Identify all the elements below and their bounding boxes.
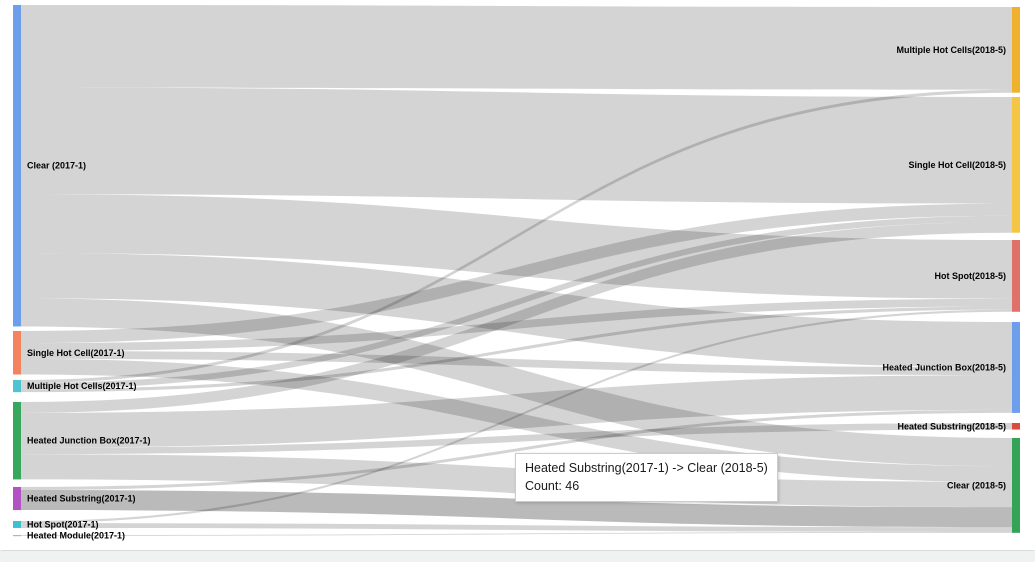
sankey-node-label-heated-substring-2018: Heated Substring(2018-5) — [897, 421, 1006, 431]
sankey-node-label-heated-junction-box-2018: Heated Junction Box(2018-5) — [882, 362, 1006, 372]
sankey-node-label-single-hot-cell-2018: Single Hot Cell(2018-5) — [908, 160, 1006, 170]
sankey-node-label-clear-2017: Clear (2017-1) — [27, 161, 86, 171]
sankey-node-label-hot-spot-2018: Hot Spot(2018-5) — [934, 271, 1006, 281]
sankey-node-label-hot-spot-2017: Hot Spot(2017-1) — [27, 519, 99, 529]
sankey-node-heated-junction-box-2017[interactable] — [13, 402, 21, 480]
sankey-node-clear-2017[interactable] — [13, 5, 21, 327]
sankey-node-label-heated-junction-box-2017: Heated Junction Box(2017-1) — [27, 436, 151, 446]
sankey-link-clear-2017--multiple-hot-cells-2018[interactable] — [21, 5, 1012, 90]
sankey-link-heated-junction-box-2017--single-hot-cell-2018[interactable] — [21, 221, 1012, 413]
sankey-labels-layer: Clear (2017-1) Single Hot Cell(2017-1) Mul… — [27, 45, 1006, 541]
sankey-link-single-hot-cell-2017--heated-junction-box-2018[interactable] — [21, 351, 1012, 376]
sankey-link-hot-spot-2017--clear-2018[interactable] — [21, 523, 1012, 532]
sankey-link-clear-2017--hot-spot-2018[interactable] — [21, 194, 1012, 299]
sankey-node-label-clear-2018: Clear (2018-5) — [947, 480, 1006, 490]
sankey-node-clear-2018[interactable] — [1012, 438, 1020, 533]
sankey-link-clear-2017--heated-junction-box-2018[interactable] — [21, 252, 1012, 368]
sankey-node-label-multiple-hot-cells-2018: Multiple Hot Cells(2018-5) — [896, 45, 1006, 55]
sankey-link-multiple-hot-cells-2017--single-hot-cell-2018[interactable] — [21, 215, 1012, 390]
sankey-nodes-layer — [13, 5, 1020, 537]
sankey-node-hot-spot-2018[interactable] — [1012, 240, 1020, 312]
tooltip-link-text: Heated Substring(2017-1) -> Clear (2018-… — [525, 461, 768, 475]
sankey-link-heated-module-2017--clear-2018[interactable] — [21, 531, 1012, 536]
page-bottom-strip — [0, 550, 1035, 562]
sankey-link-multiple-hot-cells-2017--hot-spot-2018[interactable] — [21, 306, 1012, 393]
sankey-node-heated-substring-2018[interactable] — [1012, 423, 1020, 430]
sankey-node-hot-spot-2017[interactable] — [13, 521, 21, 528]
sankey-link-heated-substring-2017--clear-2018[interactable] — [21, 490, 1012, 528]
sankey-node-label-multiple-hot-cells-2017: Multiple Hot Cells(2017-1) — [27, 381, 137, 391]
sankey-tooltip: Heated Substring(2017-1) -> Clear (2018-… — [515, 453, 778, 503]
sankey-node-multiple-hot-cells-2018[interactable] — [1012, 7, 1020, 93]
sankey-node-label-heated-module-2017: Heated Module(2017-1) — [27, 531, 125, 541]
sankey-link-heated-substring-2017--heated-junction-box-2018[interactable] — [21, 409, 1012, 491]
sankey-link-heated-junction-box-2017--heated-substring-2018[interactable] — [21, 423, 1012, 455]
sankey-node-label-single-hot-cell-2017: Single Hot Cell(2017-1) — [27, 348, 125, 358]
sankey-node-heated-substring-2017[interactable] — [13, 487, 21, 511]
sankey-link-single-hot-cell-2017--single-hot-cell-2018[interactable] — [21, 203, 1012, 344]
sankey-node-multiple-hot-cells-2017[interactable] — [13, 380, 21, 393]
sankey-node-single-hot-cell-2018[interactable] — [1012, 97, 1020, 233]
sankey-link-clear-2017--single-hot-cell-2018[interactable] — [21, 87, 1012, 204]
sankey-link-heated-junction-box-2017--heated-junction-box-2018[interactable] — [21, 375, 1012, 448]
sankey-link-multiple-hot-cells-2017--multiple-hot-cells-2018[interactable] — [21, 89, 1012, 384]
tooltip-count-text: Count: 46 — [525, 479, 580, 494]
sankey-node-heated-module-2017[interactable] — [13, 535, 21, 537]
sankey-node-single-hot-cell-2017[interactable] — [13, 331, 21, 375]
sankey-link-single-hot-cell-2017--clear-2018[interactable] — [21, 358, 1012, 482]
sankey-link-hot-spot-2017--hot-spot-2018[interactable] — [21, 309, 1012, 524]
sankey-link-clear-2017--clear-2018[interactable] — [21, 298, 1012, 467]
sankey-link-single-hot-cell-2017--hot-spot-2018[interactable] — [21, 298, 1012, 352]
sankey-node-label-heated-substring-2017: Heated Substring(2017-1) — [27, 494, 136, 504]
sankey-node-heated-junction-box-2018[interactable] — [1012, 322, 1020, 413]
